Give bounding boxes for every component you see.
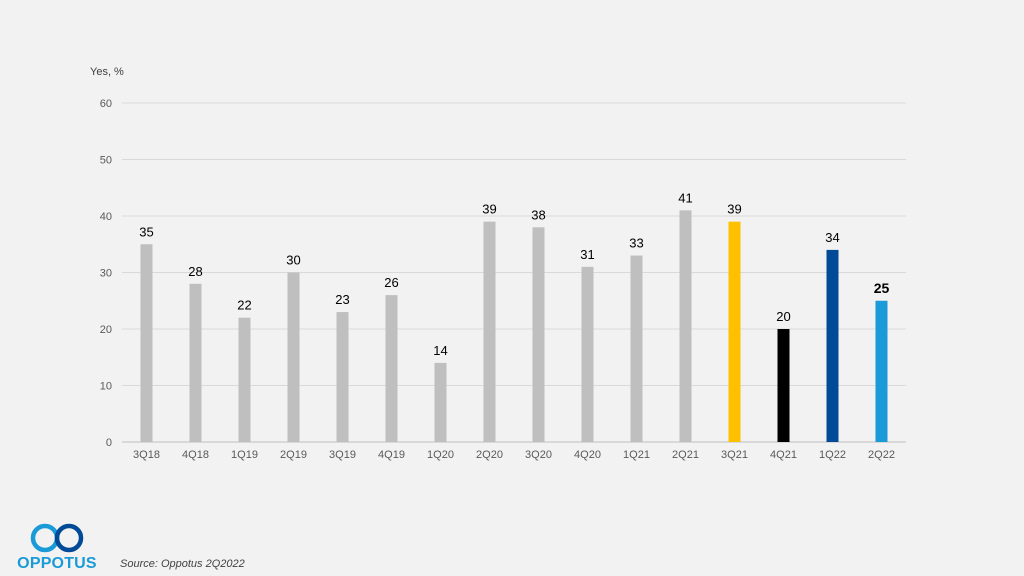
x-tick-label-3Q21: 3Q21 bbox=[721, 449, 748, 461]
bar-1Q20 bbox=[434, 362, 447, 442]
data-label-3Q21: 39 bbox=[727, 202, 741, 217]
x-tick-label-2Q20: 2Q20 bbox=[476, 449, 503, 461]
data-label-1Q21: 33 bbox=[629, 236, 643, 251]
x-tick-label-2Q21: 2Q21 bbox=[672, 449, 699, 461]
bar-4Q19 bbox=[385, 295, 398, 442]
infinity-rings-icon bbox=[30, 523, 84, 553]
data-label-2Q19: 30 bbox=[286, 253, 300, 268]
data-label-3Q18: 35 bbox=[139, 224, 153, 239]
x-tick-label-4Q18: 4Q18 bbox=[182, 449, 209, 461]
bar-3Q20 bbox=[532, 227, 545, 442]
y-axis-label: Yes, % bbox=[90, 66, 124, 78]
bar-2Q21 bbox=[679, 210, 692, 442]
data-label-2Q21: 41 bbox=[678, 190, 692, 205]
x-tick-label-4Q21: 4Q21 bbox=[770, 449, 797, 461]
x-tick-label-1Q19: 1Q19 bbox=[231, 449, 258, 461]
x-tick-label-3Q18: 3Q18 bbox=[133, 449, 160, 461]
data-label-4Q20: 31 bbox=[580, 247, 594, 262]
data-label-4Q21: 20 bbox=[776, 309, 790, 324]
x-tick-label-1Q21: 1Q21 bbox=[623, 449, 650, 461]
bar-1Q19 bbox=[238, 317, 251, 442]
source-note: Source: Oppotus 2Q2022 bbox=[120, 558, 245, 570]
x-tick-label-2Q19: 2Q19 bbox=[280, 449, 307, 461]
x-tick-label-1Q20: 1Q20 bbox=[427, 449, 454, 461]
y-tick-label: 30 bbox=[100, 268, 112, 280]
data-label-4Q19: 26 bbox=[384, 275, 398, 290]
bar-1Q21 bbox=[630, 255, 643, 442]
y-tick-label: 0 bbox=[106, 437, 112, 449]
oppotus-logo: OPPOTUS bbox=[14, 522, 100, 574]
y-tick-label: 40 bbox=[100, 211, 112, 223]
bar-1Q22 bbox=[826, 249, 839, 442]
bar-3Q21 bbox=[728, 221, 741, 442]
x-tick-label-3Q20: 3Q20 bbox=[525, 449, 552, 461]
data-label-3Q19: 23 bbox=[335, 292, 349, 307]
data-label-1Q20: 14 bbox=[433, 343, 447, 358]
bar-3Q18 bbox=[140, 244, 153, 442]
data-label-1Q19: 22 bbox=[237, 298, 251, 313]
bar-4Q18 bbox=[189, 283, 202, 442]
y-tick-label: 50 bbox=[100, 155, 112, 167]
data-label-2Q22: 25 bbox=[874, 280, 890, 296]
x-tick-label-2Q22: 2Q22 bbox=[868, 449, 895, 461]
logo-text: OPPOTUS bbox=[17, 555, 97, 572]
x-tick-label-1Q22: 1Q22 bbox=[819, 449, 846, 461]
bar-2Q19 bbox=[287, 272, 300, 442]
x-tick-label-4Q19: 4Q19 bbox=[378, 449, 405, 461]
bar-4Q21 bbox=[777, 329, 790, 442]
bar-3Q19 bbox=[336, 312, 349, 442]
data-label-3Q20: 38 bbox=[531, 207, 545, 222]
bar-2Q22 bbox=[875, 300, 888, 442]
bar-2Q20 bbox=[483, 221, 496, 442]
x-tick-label-4Q20: 4Q20 bbox=[574, 449, 601, 461]
y-tick-label: 60 bbox=[100, 98, 112, 110]
data-label-2Q20: 39 bbox=[482, 202, 496, 217]
data-label-4Q18: 28 bbox=[188, 264, 202, 279]
bar-4Q20 bbox=[581, 266, 594, 442]
data-label-1Q22: 34 bbox=[825, 230, 839, 245]
x-tick-label-3Q19: 3Q19 bbox=[329, 449, 356, 461]
y-tick-label: 10 bbox=[100, 381, 112, 393]
y-tick-label: 20 bbox=[100, 324, 112, 336]
